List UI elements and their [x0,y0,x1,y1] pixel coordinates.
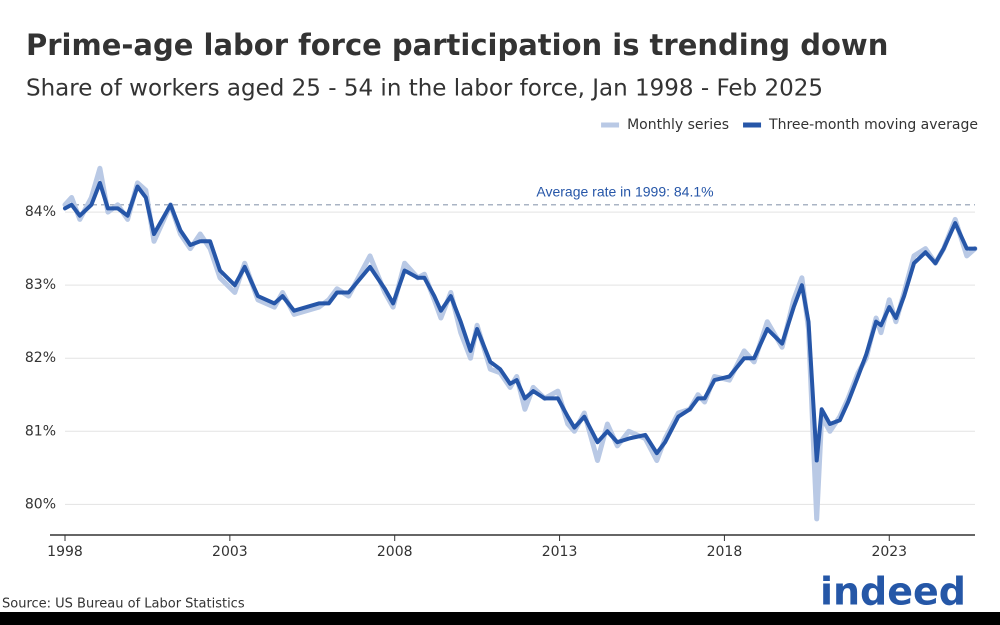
y-tick-label: 84% [25,204,56,220]
x-tick-label: 2023 [871,544,907,560]
logo: indeed [820,570,966,614]
y-tick-label: 80% [25,496,56,512]
legend-label: Monthly series [627,117,729,133]
x-tick-label: 2018 [707,544,743,560]
chart-subtitle: Share of workers aged 25 - 54 in the lab… [26,76,823,102]
y-tick-label: 83% [25,277,56,293]
x-tick-label: 2003 [212,544,248,560]
x-tick-label: 2013 [542,544,578,560]
x-tick-label: 2008 [377,544,413,560]
x-tick-label: 1998 [47,544,83,560]
series-line [63,180,977,463]
reference-label: Average rate in 1999: 84.1% [536,183,713,199]
series-line [62,165,978,522]
source: Source: US Bureau of Labor Statistics [2,597,245,612]
y-tick-label: 81% [25,423,56,439]
y-tick-label: 82% [25,350,56,366]
bottom-band [0,612,1000,625]
chart-title: Prime-age labor force participation is t… [26,28,888,62]
legend-label: Three-month moving average [768,117,978,133]
